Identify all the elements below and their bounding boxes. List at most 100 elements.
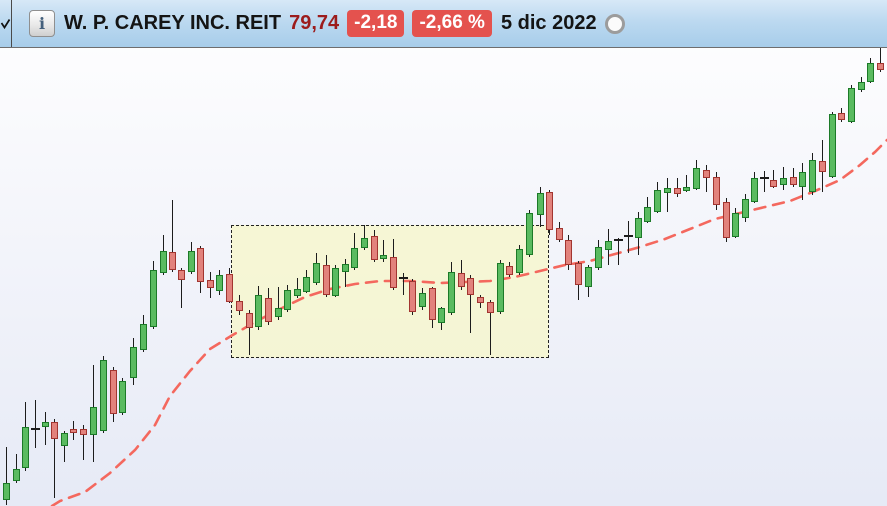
candle-up [693, 168, 700, 189]
candle-doji [399, 277, 408, 279]
candle-up [605, 241, 612, 250]
candle-up [448, 272, 455, 313]
candle-up [780, 178, 787, 185]
candle-up [351, 248, 358, 268]
candle-wick [181, 268, 182, 308]
candle-down [169, 252, 176, 270]
instrument-title: W. P. CAREY INC. REIT [64, 12, 282, 34]
candle-wick [172, 200, 173, 272]
candle-up [664, 188, 671, 193]
candle-up [732, 213, 739, 237]
candle-up [22, 427, 29, 468]
candle-up [829, 114, 836, 177]
candle-wick [278, 287, 279, 320]
candle-down [674, 188, 681, 194]
candle-wick [706, 165, 707, 192]
candle-down [226, 274, 233, 302]
candle-up [188, 251, 195, 272]
candle-up [438, 308, 445, 323]
candle-wick [618, 238, 619, 265]
candle-up [284, 290, 291, 310]
candle-down [506, 266, 513, 275]
candle-up [332, 268, 339, 296]
candle-up [216, 275, 223, 291]
candle-down [458, 273, 465, 287]
candle-down [546, 192, 553, 230]
candle-up [585, 267, 592, 287]
candle-wick [773, 170, 774, 188]
candle-doji [31, 428, 40, 430]
candle-up [90, 407, 97, 435]
change-absolute-badge: -2,18 [347, 10, 405, 37]
candle-up [751, 178, 758, 202]
candle-wick [490, 300, 491, 355]
candle-down [477, 297, 484, 303]
collapse-chevron-icon[interactable] [0, 18, 11, 30]
candle-up [303, 277, 310, 292]
candle-up [644, 207, 651, 222]
candle-up [635, 218, 642, 238]
candle-doji [614, 239, 623, 241]
candle-down [429, 288, 436, 320]
candle-down [790, 177, 797, 185]
candle-up [140, 324, 147, 350]
candle-wick [667, 178, 668, 212]
candle-down [236, 301, 243, 311]
candle-down [246, 313, 253, 328]
candle-down [178, 270, 185, 280]
candle-up [3, 483, 10, 500]
info-button[interactable]: i [29, 10, 55, 37]
candle-down [110, 370, 117, 414]
candle-up [595, 247, 602, 268]
candle-up [497, 263, 504, 312]
candle-down [390, 257, 397, 288]
candle-down [409, 281, 416, 312]
candle-wick [628, 221, 629, 253]
quote-date: 5 dic 2022 [500, 12, 597, 34]
candle-up [100, 360, 107, 431]
candle-down [565, 240, 572, 265]
candle-wick [403, 273, 404, 295]
candle-wick [83, 425, 84, 460]
candle-down [575, 263, 582, 285]
candle-wick [64, 431, 65, 462]
candle-up [130, 347, 137, 378]
candle-down [323, 265, 330, 295]
candle-up [255, 295, 262, 327]
candle-doji [760, 177, 769, 179]
candle-wick [764, 171, 765, 192]
candle-down [467, 278, 474, 295]
candle-wick [880, 46, 881, 72]
candle-down [723, 202, 730, 238]
side-strip [0, 0, 12, 47]
candle-down [80, 429, 87, 435]
candle-wick [35, 400, 36, 448]
candle-up [380, 255, 387, 259]
candle-up [809, 160, 816, 192]
candle-up [419, 293, 426, 307]
candle-wick [677, 178, 678, 197]
candle-up [119, 381, 126, 413]
candle-wick [345, 259, 346, 287]
quote-header: i W. P. CAREY INC. REIT 79,74 -2,18 -2,6… [0, 0, 887, 48]
candle-down [70, 429, 77, 433]
candle-down [713, 177, 720, 205]
candle-down [770, 180, 777, 187]
candle-down [838, 113, 845, 120]
candle-down [371, 236, 378, 260]
candle-up [848, 88, 855, 122]
candle-down [207, 280, 214, 288]
change-percent-badge: -2,66 % [412, 10, 492, 37]
candle-wick [297, 278, 298, 298]
candle-up [13, 469, 20, 481]
candle-down [877, 63, 884, 70]
candle-up [537, 193, 544, 215]
info-icon: i [38, 13, 46, 33]
candle-wick [16, 454, 17, 483]
candle-up [654, 190, 661, 212]
candle-up [361, 238, 368, 248]
candle-down [703, 170, 710, 178]
